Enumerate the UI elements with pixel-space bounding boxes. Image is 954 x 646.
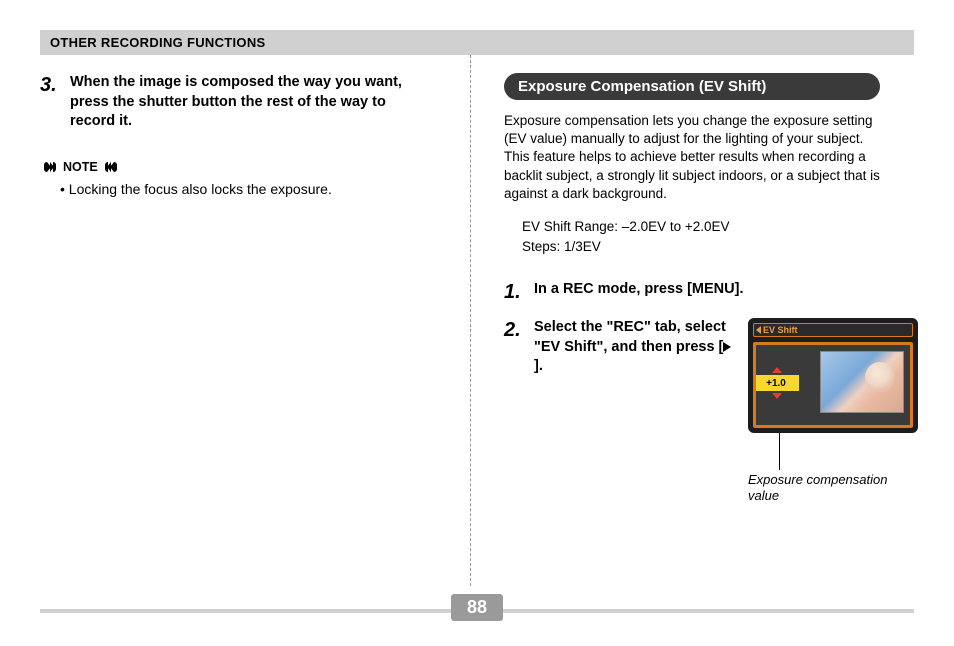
note-label: NOTE bbox=[63, 160, 98, 174]
step-3: 3. When the image is composed the way yo… bbox=[40, 73, 430, 132]
page-footer: 88 bbox=[40, 594, 914, 624]
range-line-2: Steps: 1/3EV bbox=[522, 237, 880, 257]
step2-text-a: Select the "REC" tab, select "EV Shift",… bbox=[534, 319, 726, 355]
lcd-menu-label: EV Shift bbox=[763, 325, 798, 335]
ev-value: +1.0 bbox=[766, 378, 786, 389]
section-header: OTHER RECORDING FUNCTIONS bbox=[40, 30, 914, 55]
note-arrow-left-icon bbox=[105, 162, 117, 172]
note-arrow-right-icon bbox=[44, 162, 56, 172]
step-number: 2. bbox=[504, 318, 526, 342]
lcd-screen: EV Shift +1.0 bbox=[748, 318, 918, 433]
lcd-menu-bar: EV Shift bbox=[753, 323, 913, 337]
note-bullet: • Locking the focus also locks the expos… bbox=[60, 180, 430, 198]
range-block: EV Shift Range: –2.0EV to +2.0EV Steps: … bbox=[522, 217, 880, 256]
range-line-1: EV Shift Range: –2.0EV to +2.0EV bbox=[522, 217, 880, 237]
left-column: 3. When the image is composed the way yo… bbox=[40, 73, 460, 563]
step-2: 2. Select the "REC" tab, select "EV Shif… bbox=[504, 318, 880, 505]
step-text: When the image is composed the way you w… bbox=[70, 73, 430, 132]
step2-text-b: ]. bbox=[534, 358, 543, 374]
ev-value-badge: +1.0 bbox=[753, 375, 799, 391]
intro-paragraph: Exposure compensation lets you change th… bbox=[504, 112, 880, 203]
section-header-text: OTHER RECORDING FUNCTIONS bbox=[50, 35, 266, 50]
page-number-badge: 88 bbox=[451, 594, 503, 621]
step-text: Select the "REC" tab, select "EV Shift",… bbox=[534, 318, 734, 377]
columns: 3. When the image is composed the way yo… bbox=[40, 73, 914, 563]
lcd-photo-preview bbox=[820, 351, 904, 413]
menu-left-arrow-icon bbox=[756, 326, 761, 334]
step-number: 1. bbox=[504, 280, 526, 304]
right-column: Exposure Compensation (EV Shift) Exposur… bbox=[460, 73, 880, 563]
step-text: In a REC mode, press [MENU]. bbox=[534, 280, 743, 300]
callout-text: Exposure compensation value bbox=[748, 472, 918, 505]
step-1: 1. In a REC mode, press [MENU]. bbox=[504, 280, 880, 304]
callout-line bbox=[779, 432, 780, 470]
ev-up-arrow-icon bbox=[772, 367, 782, 373]
page-number: 88 bbox=[467, 597, 487, 617]
subsection-pill: Exposure Compensation (EV Shift) bbox=[504, 73, 880, 100]
lcd-frame: +1.0 bbox=[753, 342, 913, 428]
ev-down-arrow-icon bbox=[772, 393, 782, 399]
subsection-title: Exposure Compensation (EV Shift) bbox=[518, 78, 766, 95]
note-heading: NOTE bbox=[44, 160, 430, 174]
manual-page: OTHER RECORDING FUNCTIONS 3. When the im… bbox=[0, 0, 954, 646]
right-arrow-icon bbox=[723, 342, 731, 352]
step-number: 3. bbox=[40, 73, 62, 97]
lcd-figure: EV Shift +1.0 bbox=[748, 318, 918, 505]
